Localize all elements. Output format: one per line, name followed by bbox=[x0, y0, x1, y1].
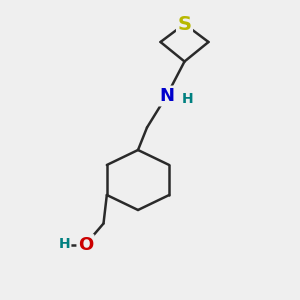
Text: S: S bbox=[178, 14, 191, 34]
Text: O: O bbox=[78, 236, 93, 253]
Text: N: N bbox=[159, 87, 174, 105]
Text: H: H bbox=[182, 92, 193, 106]
Text: H: H bbox=[59, 238, 70, 251]
